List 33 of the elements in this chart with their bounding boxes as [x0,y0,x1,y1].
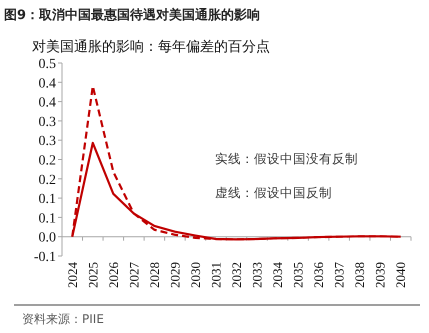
y-tick-label: 0.3 [38,114,56,130]
y-tick-label: 0.1 [38,211,56,226]
chart-subtitle: 对美国通胀的影响：每年偏差的百分点 [32,39,270,55]
y-tick-label: 0.5 [38,57,56,72]
x-tick-label: 2030 [188,262,203,288]
y-tick-label: 0.4 [38,76,56,92]
x-tick-label: 2026 [106,262,121,288]
y-tick-label: 0.1 [38,192,56,208]
x-tick-label: 2025 [85,262,100,288]
x-tick-label: 2034 [270,262,286,288]
x-tick-label: 2029 [167,262,182,288]
annotation: 实线：假设中国没有反制 [215,151,358,166]
x-tick-label: 2037 [332,262,347,288]
annotation: 虚线：假设中国反制 [215,185,332,200]
y-tick-label: 0.0 [38,230,56,246]
x-tick-label: 2033 [250,262,265,288]
y-tick-label: 0.2 [38,172,56,188]
x-tick-label: 2028 [146,262,162,288]
x-tick-label: 2032 [229,262,244,288]
chart-title: 图9：取消中国最惠国待遇对美国通胀的影响 [4,7,260,23]
x-tick-label: 2024 [64,262,80,288]
y-tick-label: -0.1 [34,250,56,265]
y-tick-label: 0.2 [38,154,56,168]
x-tick-label: 2035 [290,262,306,288]
x-tick-label: 2040 [393,262,408,288]
text: 资料来源：PIIE [22,312,104,326]
x-tick-label: 2027 [126,262,142,288]
x-tick-label: 2038 [352,262,368,288]
y-tick-label: 0.3 [38,134,56,150]
y-tick-label: 0.4 [38,96,56,111]
x-tick-label: 2036 [311,262,326,288]
x-tick-label: 2039 [372,262,388,288]
x-tick-label: 2031 [208,262,224,288]
